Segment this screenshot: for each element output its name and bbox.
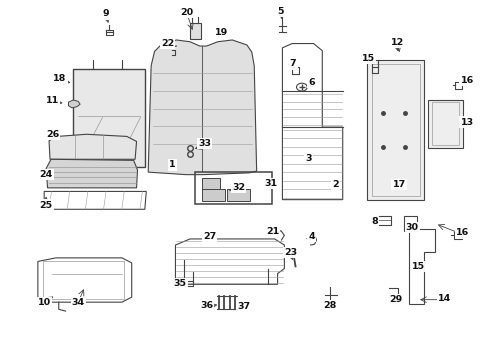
Text: 16: 16 [455,228,468,237]
Text: 33: 33 [198,139,211,148]
Text: 36: 36 [200,301,213,310]
Text: 32: 32 [232,183,244,192]
Text: 29: 29 [389,295,402,304]
FancyBboxPatch shape [226,189,250,201]
Text: 24: 24 [40,170,53,179]
FancyBboxPatch shape [201,178,220,189]
Text: 34: 34 [72,298,84,307]
Text: 18: 18 [53,74,66,83]
Polygon shape [68,100,80,108]
Text: 14: 14 [437,294,450,303]
Text: 7: 7 [289,59,296,68]
Text: 26: 26 [46,130,59,139]
Text: 23: 23 [284,248,297,257]
Polygon shape [190,23,201,39]
FancyBboxPatch shape [73,69,145,167]
Text: 13: 13 [460,118,473,127]
Text: 20: 20 [180,8,193,17]
Text: 8: 8 [371,217,377,226]
Text: 11: 11 [46,96,59,105]
Text: 17: 17 [392,180,405,189]
Text: 27: 27 [203,232,216,241]
FancyBboxPatch shape [366,60,424,200]
Text: 5: 5 [277,7,284,16]
Text: 12: 12 [390,38,404,47]
Polygon shape [49,134,136,159]
Text: 30: 30 [405,222,418,231]
Text: 37: 37 [237,302,249,311]
Text: 35: 35 [173,279,186,288]
Text: 9: 9 [102,9,109,18]
Text: 21: 21 [265,227,279,236]
Text: 10: 10 [38,298,51,307]
FancyBboxPatch shape [201,189,224,201]
Text: 16: 16 [460,76,473,85]
Text: 28: 28 [322,301,336,310]
Text: 1: 1 [169,161,176,170]
FancyBboxPatch shape [427,100,462,148]
Text: 31: 31 [264,179,277,188]
Text: 4: 4 [307,232,314,241]
Text: 25: 25 [40,201,53,210]
Text: 2: 2 [332,180,339,189]
Text: 19: 19 [214,28,227,37]
Text: 22: 22 [161,39,174,48]
Text: 15: 15 [361,54,374,63]
Text: 6: 6 [307,78,314,87]
Polygon shape [148,40,256,175]
Text: 15: 15 [411,262,424,271]
Text: 3: 3 [305,154,311,163]
Polygon shape [46,159,137,188]
